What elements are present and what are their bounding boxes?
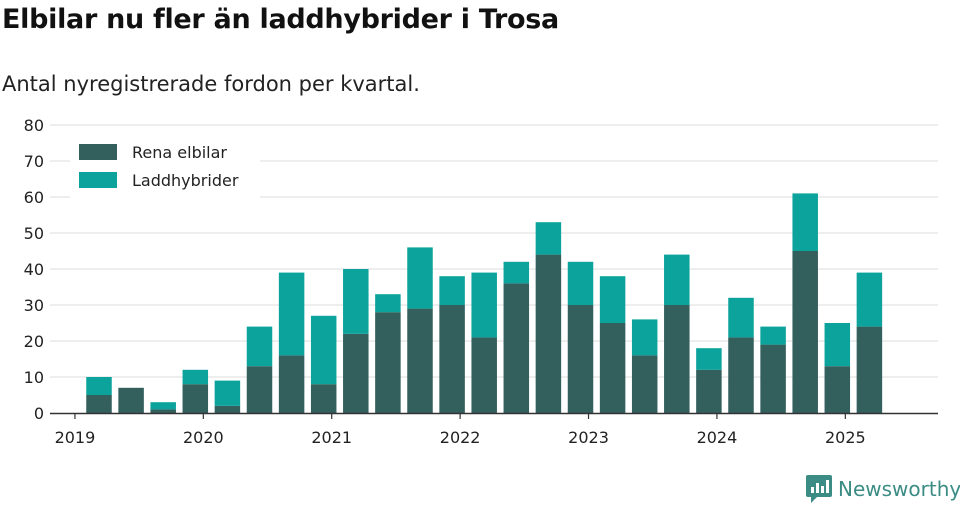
legend: Rena elbilar Laddhybrider (70, 136, 260, 198)
bar-laddhybrider (824, 323, 851, 367)
x-tick-label: 2020 (183, 428, 224, 447)
bar-rena-elbilar (375, 312, 401, 413)
bar-rena-elbilar (567, 305, 594, 413)
bar-laddhybrider (150, 402, 176, 410)
bar-laddhybrider (664, 254, 690, 305)
bar-laddhybrider (310, 315, 337, 385)
bar-laddhybrider (792, 193, 818, 251)
bar-laddhybrider (246, 326, 273, 367)
bar-rena-elbilar (728, 337, 754, 413)
stacked-bar-chart: 0 10 20 30 40 50 60 70 80 2019 2020 2021 2022 2023 202… (24, 116, 938, 447)
x-tick-label: 2023 (568, 428, 609, 447)
bar-rena-elbilar (86, 395, 112, 413)
x-tick-label: 2024 (697, 428, 738, 447)
bar-laddhybrider (439, 276, 465, 305)
bar-rena-elbilar (664, 305, 690, 413)
bar-laddhybrider (599, 276, 626, 323)
bar-rena-elbilar (599, 323, 626, 413)
bar-laddhybrider (471, 272, 497, 338)
bar-rena-elbilar (246, 366, 273, 413)
bar-laddhybrider (760, 326, 786, 345)
y-tick-label: 10 (24, 368, 44, 387)
y-tick-label: 20 (24, 332, 44, 351)
bar-rena-elbilar (631, 355, 658, 413)
bar-laddhybrider (86, 377, 112, 395)
bar-rena-elbilar (150, 409, 176, 413)
bar-laddhybrider (343, 269, 369, 334)
bar-layer (86, 193, 883, 413)
chart-title: Elbilar nu fler än laddhybrider i Trosa (2, 4, 559, 35)
axis-layer: 0 10 20 30 40 50 60 70 80 2019 2020 2021 2022 2023 202… (24, 116, 938, 447)
bar-rena-elbilar (824, 366, 851, 413)
y-tick-label: 0 (34, 404, 44, 423)
bar-laddhybrider (503, 261, 530, 284)
bar-rena-elbilar (214, 405, 241, 413)
legend-label: Rena elbilar (132, 143, 227, 162)
y-tick-label: 50 (24, 224, 44, 243)
bar-laddhybrider (728, 297, 754, 338)
bar-laddhybrider (214, 380, 241, 406)
x-tick-label: 2021 (311, 428, 352, 447)
newsworthy-icon (806, 475, 832, 503)
bar-rena-elbilar (760, 344, 786, 413)
legend-swatch (79, 144, 117, 160)
bar-rena-elbilar (310, 384, 337, 413)
bar-laddhybrider (375, 294, 401, 313)
bar-laddhybrider (278, 272, 305, 356)
y-tick-label: 70 (24, 152, 44, 171)
bar-rena-elbilar (535, 254, 562, 413)
brand-name: Newsworthy (838, 477, 960, 501)
bar-rena-elbilar (856, 326, 883, 413)
x-tick-label: 2019 (55, 428, 96, 447)
x-tick-label: 2022 (440, 428, 481, 447)
bar-rena-elbilar (503, 283, 530, 413)
bar-laddhybrider (856, 272, 883, 327)
chart-subtitle: Antal nyregistrerade fordon per kvartal. (2, 72, 420, 96)
y-tick-label: 40 (24, 260, 44, 279)
bar-laddhybrider (631, 319, 658, 356)
bar-rena-elbilar (182, 384, 209, 413)
y-tick-label: 60 (24, 188, 44, 207)
newsworthy-logo: Newsworthy (806, 474, 960, 504)
x-tick-label: 2025 (825, 428, 866, 447)
bar-rena-elbilar (343, 333, 369, 413)
y-tick-label: 80 (24, 116, 44, 135)
legend-label: Laddhybrider (132, 171, 239, 190)
bar-rena-elbilar (278, 355, 305, 413)
bar-laddhybrider (407, 247, 433, 309)
bar-rena-elbilar (471, 337, 497, 413)
legend-swatch (79, 172, 117, 188)
bar-rena-elbilar (407, 308, 433, 413)
bar-rena-elbilar (792, 251, 818, 413)
bar-rena-elbilar (439, 305, 465, 413)
bar-laddhybrider (567, 261, 594, 305)
bar-rena-elbilar (696, 369, 722, 413)
bar-laddhybrider (535, 222, 562, 255)
bar-laddhybrider (696, 348, 722, 370)
bar-laddhybrider (182, 369, 209, 385)
bar-rena-elbilar (118, 387, 144, 413)
y-tick-label: 30 (24, 296, 44, 315)
